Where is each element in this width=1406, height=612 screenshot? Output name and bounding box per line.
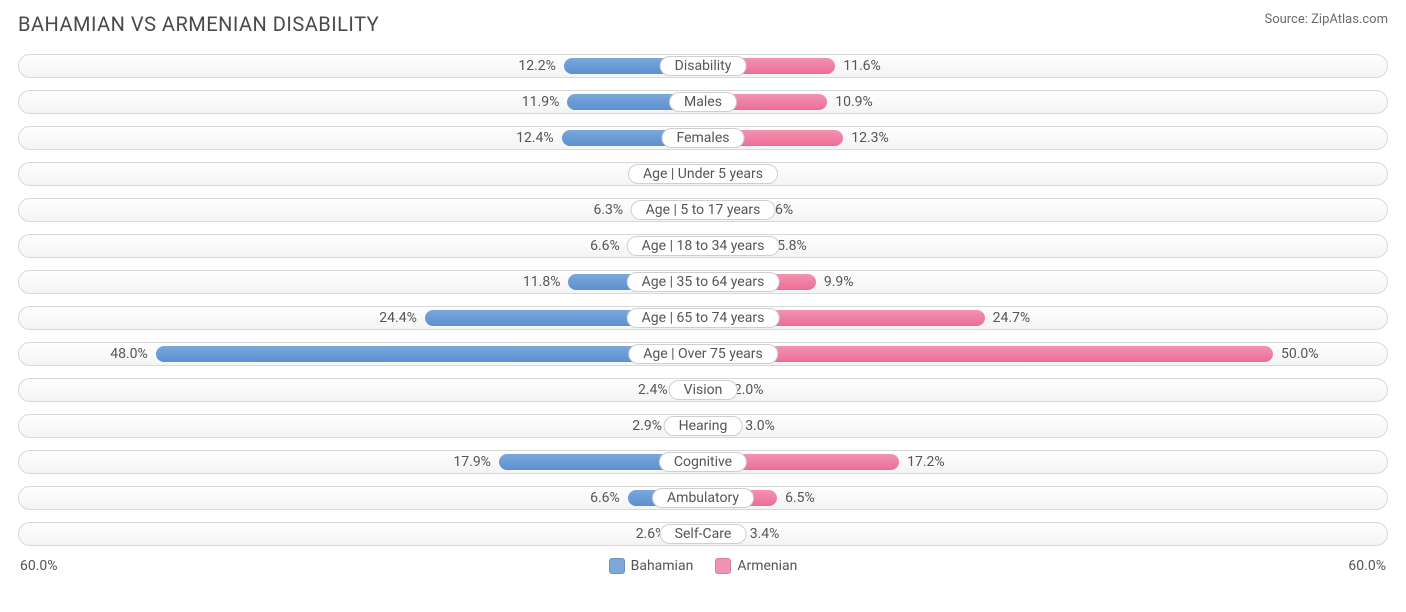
value-label-right: 3.4% xyxy=(750,526,780,542)
category-label: Age | 18 to 34 years xyxy=(627,236,780,256)
axis-max-left: 60.0% xyxy=(20,558,58,574)
legend-swatch-right xyxy=(715,558,731,574)
category-label: Self-Care xyxy=(660,524,747,544)
value-label-right: 24.7% xyxy=(993,310,1031,326)
legend-swatch-left xyxy=(609,558,625,574)
value-label-left: 6.6% xyxy=(590,238,620,254)
chart-row: 11.9% 10.9% Males xyxy=(18,90,1388,114)
value-label-right: 5.8% xyxy=(777,238,807,254)
category-label: Males xyxy=(669,92,737,112)
chart-row: 48.0% 50.0% Age | Over 75 years xyxy=(18,342,1388,366)
value-label-left: 24.4% xyxy=(379,310,417,326)
category-label: Hearing xyxy=(664,416,743,436)
chart-row: 2.9% 3.0%Hearing xyxy=(18,414,1388,438)
value-label-right: 3.0% xyxy=(745,418,775,434)
category-label: Cognitive xyxy=(659,452,747,472)
chart-row: 24.4% 24.7% Age | 65 to 74 years xyxy=(18,306,1388,330)
chart-title: BAHAMIAN VS ARMENIAN DISABILITY xyxy=(18,12,379,36)
chart-row: 1.3%1.0%Age | Under 5 years xyxy=(18,162,1388,186)
chart-row: 2.6%3.4%Self-Care xyxy=(18,522,1388,546)
value-label-right: 10.9% xyxy=(835,94,873,110)
axis-max-right: 60.0% xyxy=(1348,558,1386,574)
value-label-left: 6.6% xyxy=(590,490,620,506)
category-label: Age | 65 to 74 years xyxy=(627,308,780,328)
value-label-left: 11.8% xyxy=(523,274,561,290)
chart-row: 2.4% 2.0%Vision xyxy=(18,378,1388,402)
value-label-left: 17.9% xyxy=(453,454,491,470)
value-label-left: 2.4% xyxy=(638,382,668,398)
value-label-right: 17.2% xyxy=(907,454,945,470)
bar-right xyxy=(703,346,1273,362)
category-label: Age | 5 to 17 years xyxy=(631,200,776,220)
value-label-left: 6.3% xyxy=(594,202,624,218)
value-label-left: 2.9% xyxy=(632,418,662,434)
category-label: Females xyxy=(662,128,745,148)
category-label: Age | 35 to 64 years xyxy=(627,272,780,292)
chart-source: Source: ZipAtlas.com xyxy=(1264,12,1388,27)
chart-row: 17.9% 17.2% Cognitive xyxy=(18,450,1388,474)
value-label-left: 12.4% xyxy=(516,130,554,146)
category-label: Vision xyxy=(669,380,738,400)
chart-row: 6.3%4.6%Age | 5 to 17 years xyxy=(18,198,1388,222)
chart-row: 6.6% 6.5% Ambulatory xyxy=(18,486,1388,510)
diverging-bar-chart: 12.2% 11.6% Disability 11.9% 10.9% Males 12.4%… xyxy=(18,54,1388,546)
legend-item-left: Bahamian xyxy=(609,558,694,574)
legend-item-right: Armenian xyxy=(715,558,797,574)
chart-header: BAHAMIAN VS ARMENIAN DISABILITY Source: … xyxy=(18,12,1388,36)
chart-row: 12.2% 11.6% Disability xyxy=(18,54,1388,78)
legend: Bahamian Armenian xyxy=(609,558,798,574)
legend-label-left: Bahamian xyxy=(631,558,694,574)
value-label-right: 12.3% xyxy=(851,130,889,146)
value-label-left: 11.9% xyxy=(522,94,560,110)
bar-left xyxy=(156,346,703,362)
value-label-right: 50.0% xyxy=(1281,346,1319,362)
category-label: Disability xyxy=(660,56,747,76)
category-label: Ambulatory xyxy=(652,488,754,508)
value-label-right: 6.5% xyxy=(785,490,815,506)
value-label-right: 9.9% xyxy=(824,274,854,290)
category-label: Age | Under 5 years xyxy=(628,164,778,184)
value-label-right: 2.0% xyxy=(734,382,764,398)
category-label: Age | Over 75 years xyxy=(628,344,778,364)
value-label-left: 12.2% xyxy=(518,58,556,74)
chart-row: 6.6% 5.8%Age | 18 to 34 years xyxy=(18,234,1388,258)
value-label-right: 11.6% xyxy=(843,58,881,74)
value-label-left: 48.0% xyxy=(110,346,148,362)
legend-label-right: Armenian xyxy=(737,558,797,574)
chart-row: 11.8% 9.9% Age | 35 to 64 years xyxy=(18,270,1388,294)
chart-row: 12.4% 12.3% Females xyxy=(18,126,1388,150)
chart-footer: 60.0% Bahamian Armenian 60.0% xyxy=(18,558,1388,574)
